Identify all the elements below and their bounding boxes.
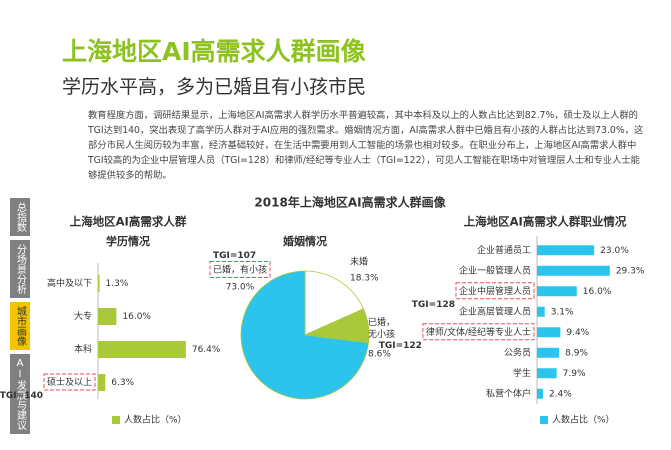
value-label: 8.9%	[565, 348, 588, 358]
chart-subtitle: 学历情况	[106, 234, 150, 248]
highlight-box	[43, 373, 96, 391]
category-label: 高中及以下	[47, 277, 92, 289]
sidebar-item[interactable]: 分场景分析	[10, 240, 30, 298]
highlight-box	[422, 323, 535, 341]
value-label: 23.0%	[600, 246, 629, 256]
legend-label: 人数占比（%）	[124, 414, 187, 426]
page-title: 上海地区AI高需求人群画像	[62, 37, 366, 66]
pie-slice	[240, 270, 369, 400]
highlight-box	[209, 261, 271, 278]
page-subtitle: 学历水平高，多为已婚且有小孩市民	[62, 76, 367, 98]
value-label: 9.4%	[566, 328, 589, 338]
category-label: 企业中层管理人员	[459, 285, 531, 297]
bar	[537, 306, 545, 317]
bar	[98, 341, 186, 358]
bar	[537, 245, 595, 256]
legend-swatch	[112, 416, 120, 424]
value-label: 2.4%	[549, 389, 572, 399]
bar	[537, 286, 577, 297]
body-text: 教育程度方面，调研结果显示，上海地区AI高需求人群学历水平普遍较高，其中本科及以…	[88, 110, 644, 181]
slice-label: 已婚，有小孩	[213, 264, 267, 276]
value-label: 76.4%	[192, 345, 221, 355]
pie-slice	[304, 270, 364, 336]
bar	[537, 327, 561, 338]
tgi-annotation: TGI=122	[379, 341, 422, 351]
bar	[98, 374, 106, 391]
tgi-annotation: TGI=107	[213, 251, 256, 261]
value-label: 16.0%	[583, 287, 612, 297]
chart-title: 上海地区AI高需求人群	[70, 215, 187, 229]
figure-title: 2018年上海地区AI高需求人群画像	[254, 195, 446, 210]
category-label: 本科	[74, 343, 92, 355]
value-label: 7.9%	[563, 369, 586, 379]
sidebar-item[interactable]: AI发展与建议	[10, 354, 30, 434]
legend-label: 人数占比（%）	[552, 414, 615, 426]
bar	[98, 275, 100, 292]
bar	[537, 347, 560, 358]
chart-title: 婚姻情况	[283, 234, 327, 248]
category-label: 公务员	[504, 346, 531, 358]
value-label: 3.1%	[551, 307, 574, 317]
category-label: 学生	[513, 367, 531, 379]
value-label: 18.3%	[350, 274, 379, 284]
category-label: 企业高层管理人员	[459, 305, 531, 317]
value-label: 6.3%	[111, 378, 134, 388]
highlight-box	[455, 282, 535, 300]
bar	[98, 308, 117, 325]
category-label: 企业一般管理人员	[459, 264, 531, 276]
tgi-annotation: TGI=140	[0, 391, 43, 401]
category-label: 私营个体户	[486, 387, 531, 399]
legend-swatch	[540, 416, 548, 424]
sidebar-item[interactable]: 总指数	[10, 198, 30, 236]
bar	[537, 368, 557, 379]
category-label: 硕士及以上	[47, 376, 92, 388]
sidebar-item[interactable]: 城市画像	[10, 302, 30, 350]
chart-title: 上海地区AI高需求人群职业情况	[464, 215, 627, 229]
slice-label: 未婚	[350, 256, 368, 268]
bar	[537, 388, 543, 399]
value-label: 1.3%	[105, 279, 128, 289]
category-label: 企业普通员工	[477, 244, 531, 256]
value-label: 29.3%	[616, 266, 645, 276]
value-label: 8.6%	[368, 350, 391, 360]
value-label: 16.0%	[122, 312, 151, 322]
bar	[537, 265, 610, 276]
category-label: 律师/文体/经纪等专业人士	[426, 326, 531, 338]
tgi-annotation: TGI=128	[412, 300, 455, 310]
value-label: 73.0%	[226, 283, 255, 293]
category-label: 大专	[74, 310, 92, 322]
sidebar: 总指数分场景分析城市画像 AI发展与建议	[10, 198, 30, 438]
slice-label: 已婚，无小孩	[368, 316, 395, 340]
